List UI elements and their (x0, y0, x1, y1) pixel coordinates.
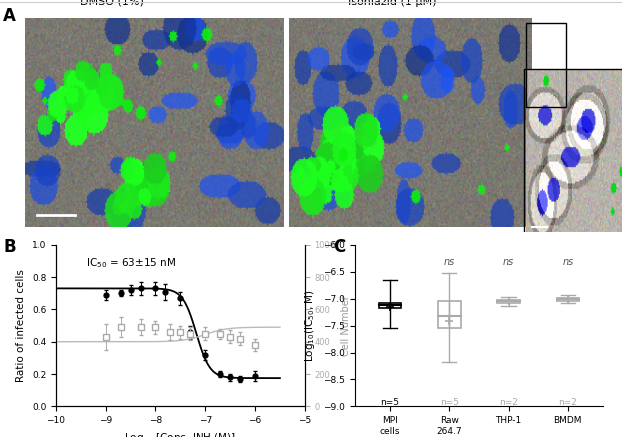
Y-axis label: Cell Number: Cell Number (341, 295, 351, 356)
Text: DMSO (1%): DMSO (1%) (80, 0, 144, 7)
Text: A: A (3, 7, 16, 25)
Text: n=2: n=2 (499, 399, 518, 407)
Text: n=5: n=5 (440, 399, 459, 407)
Text: IC$_{50}$ = 63±15 nM: IC$_{50}$ = 63±15 nM (86, 256, 176, 270)
Text: n=2: n=2 (559, 399, 577, 407)
Text: C: C (333, 238, 345, 256)
Text: ns: ns (443, 257, 455, 267)
Text: B: B (3, 238, 16, 256)
Text: ns: ns (503, 257, 514, 267)
Bar (526, 23, 566, 107)
X-axis label: Log$_{10}$ [Conc. INH (M)]: Log$_{10}$ [Conc. INH (M)] (124, 431, 236, 437)
Text: Isoniazid (1 μM): Isoniazid (1 μM) (348, 0, 436, 7)
Bar (498, 300, 520, 303)
Bar (524, 69, 622, 255)
Bar (557, 298, 579, 301)
Y-axis label: Log$_{10}$(IC$_{50}$, M): Log$_{10}$(IC$_{50}$, M) (304, 289, 317, 362)
Text: n=5: n=5 (381, 399, 399, 407)
Text: ns: ns (562, 257, 573, 267)
Y-axis label: Ratio of infected cells: Ratio of infected cells (16, 269, 26, 382)
Bar (438, 302, 460, 328)
Bar (379, 303, 401, 309)
